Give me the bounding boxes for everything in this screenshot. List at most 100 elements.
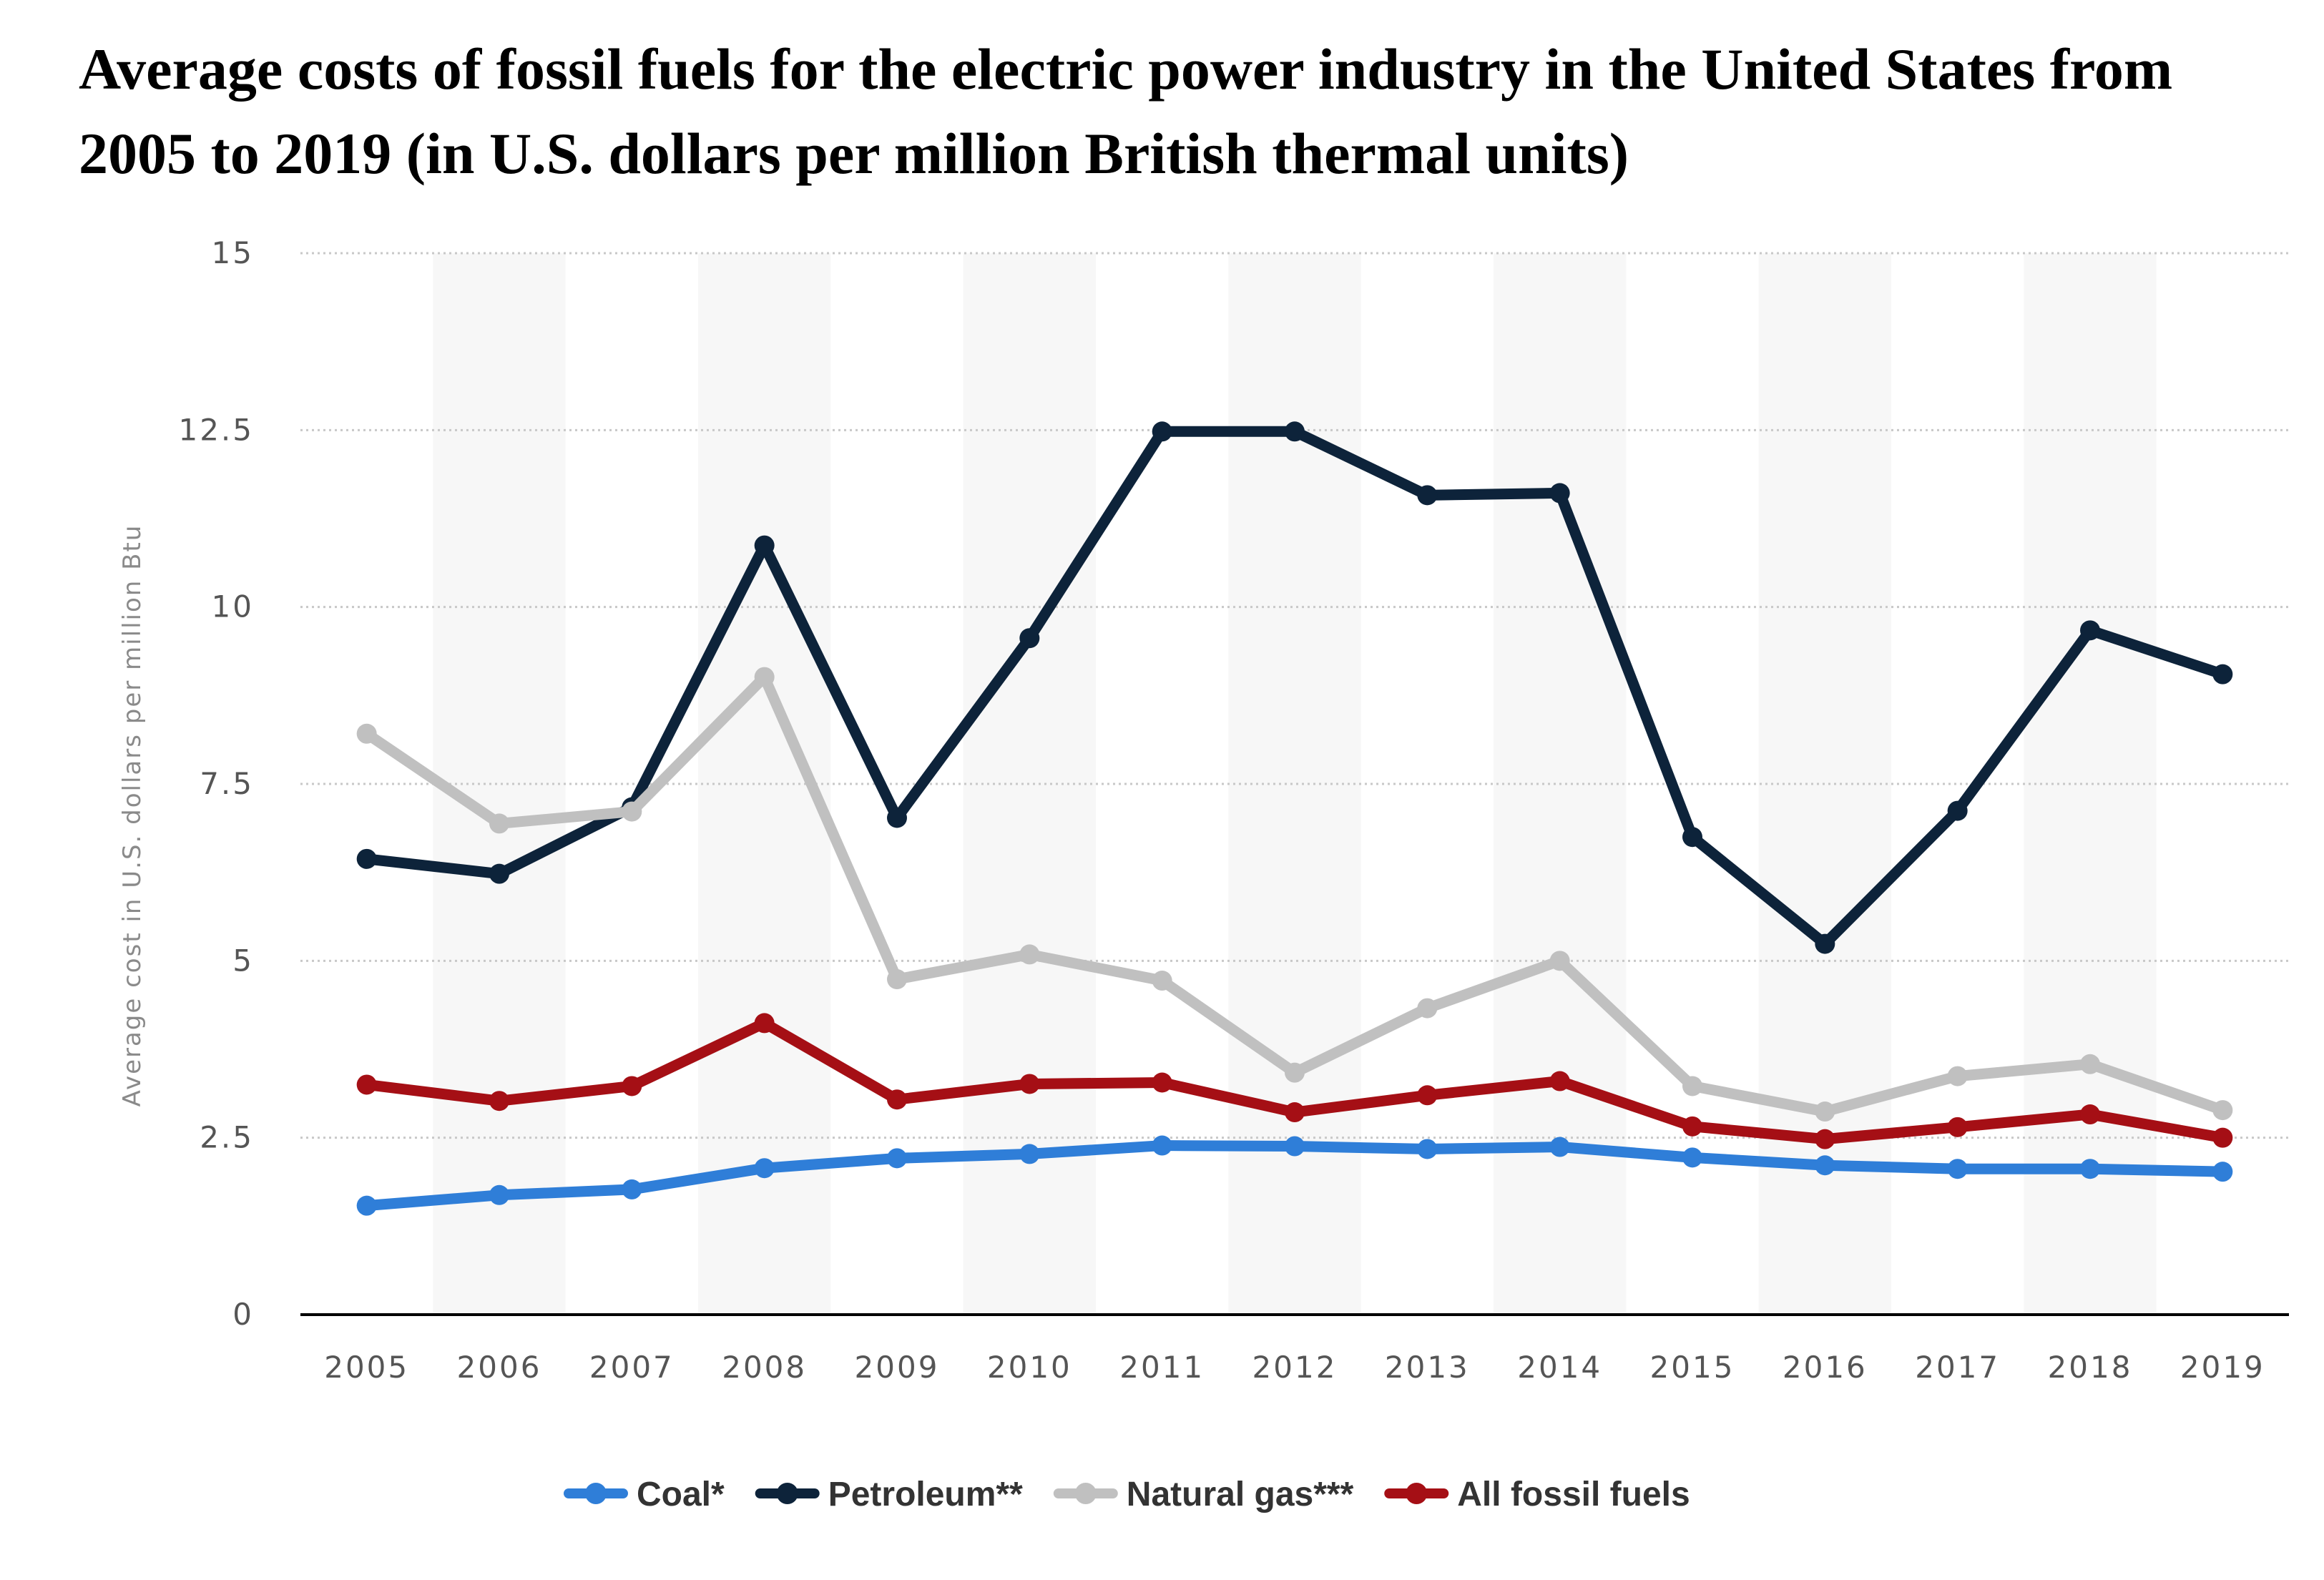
legend-item[interactable]: Petroleum** (755, 1476, 1023, 1513)
data-point[interactable] (1682, 827, 1702, 848)
legend-marker (1406, 1483, 1428, 1504)
column-band (2024, 253, 2157, 1315)
data-point[interactable] (1285, 421, 1305, 442)
data-point[interactable] (2212, 664, 2233, 684)
y-axis-ticks: 0 2.5 5 7.5 10 12.5 15 (178, 235, 254, 1332)
data-point[interactable] (1947, 1066, 1968, 1086)
data-point[interactable] (356, 848, 377, 869)
x-tick-label: 2019 (2180, 1350, 2265, 1385)
data-point[interactable] (356, 1195, 377, 1216)
data-point[interactable] (887, 1148, 907, 1169)
data-point[interactable] (1417, 1085, 1438, 1106)
data-point[interactable] (2080, 1054, 2100, 1074)
x-tick-label: 2011 (1119, 1350, 1205, 1385)
legend-item[interactable]: Coal* (564, 1476, 725, 1513)
legend-item[interactable]: Natural gas*** (1053, 1476, 1354, 1513)
x-tick-label: 2014 (1517, 1350, 1602, 1385)
y-tick-label: 15 (212, 235, 254, 270)
data-point[interactable] (1947, 1159, 1968, 1179)
data-point[interactable] (2212, 1127, 2233, 1148)
y-axis-label: Average cost in U.S. dollars per million… (118, 524, 147, 1107)
data-point[interactable] (1417, 998, 1438, 1019)
data-point[interactable] (887, 1089, 907, 1110)
legend-item[interactable]: All fossil fuels (1384, 1476, 1690, 1513)
data-point[interactable] (1285, 1136, 1305, 1157)
data-point[interactable] (1815, 933, 1835, 954)
data-point[interactable] (754, 667, 775, 687)
data-point[interactable] (1682, 1116, 1702, 1137)
data-point[interactable] (2080, 1104, 2100, 1125)
data-point[interactable] (1549, 1071, 1570, 1091)
legend-label: All fossil fuels (1457, 1476, 1690, 1513)
legend-label: Petroleum** (828, 1476, 1023, 1513)
data-point[interactable] (1417, 1139, 1438, 1159)
data-point[interactable] (2212, 1100, 2233, 1121)
legend: Coal* Petroleum** Natural gas*** All fossil… (564, 1476, 1690, 1513)
data-point[interactable] (489, 813, 509, 834)
data-point[interactable] (622, 1076, 642, 1096)
y-tick-label: 0 (232, 1297, 254, 1332)
series-lines (356, 421, 2233, 1216)
data-point[interactable] (1682, 1147, 1702, 1168)
data-point[interactable] (1152, 1072, 1172, 1093)
x-tick-label: 2017 (1915, 1350, 2000, 1385)
data-point[interactable] (1549, 951, 1570, 971)
data-point[interactable] (754, 1158, 775, 1179)
chart-title: Average costs of fossil fuels for the el… (79, 36, 2173, 186)
data-point[interactable] (622, 801, 642, 822)
x-tick-label: 2012 (1252, 1350, 1338, 1385)
data-point[interactable] (1947, 800, 1968, 821)
x-tick-label: 2005 (324, 1350, 409, 1385)
y-tick-label: 12.5 (178, 412, 254, 447)
data-point[interactable] (1019, 1144, 1040, 1164)
x-tick-label: 2010 (987, 1350, 1072, 1385)
data-point[interactable] (489, 1091, 509, 1112)
data-point[interactable] (356, 723, 377, 744)
data-point[interactable] (2080, 620, 2100, 641)
series-group (356, 667, 2233, 1122)
data-point[interactable] (1815, 1129, 1835, 1149)
data-point[interactable] (1815, 1101, 1835, 1122)
data-point[interactable] (1682, 1076, 1702, 1096)
legend-marker (585, 1483, 607, 1504)
data-point[interactable] (622, 1179, 642, 1199)
data-point[interactable] (489, 863, 509, 884)
data-point[interactable] (2212, 1162, 2233, 1182)
data-point[interactable] (1152, 1135, 1172, 1156)
series-group (356, 1013, 2233, 1149)
data-point[interactable] (356, 1074, 377, 1095)
data-point[interactable] (1019, 628, 1040, 649)
data-point[interactable] (1815, 1155, 1835, 1176)
data-point[interactable] (489, 1184, 509, 1205)
x-tick-label: 2007 (589, 1350, 675, 1385)
data-point[interactable] (1417, 485, 1438, 506)
data-point[interactable] (2080, 1159, 2100, 1179)
data-point[interactable] (1947, 1117, 1968, 1137)
data-point[interactable] (1152, 421, 1172, 442)
y-tick-label: 10 (212, 589, 254, 624)
y-tick-label: 7.5 (200, 766, 254, 801)
data-point[interactable] (1285, 1062, 1305, 1083)
legend-label: Coal* (637, 1476, 725, 1513)
data-point[interactable] (1549, 483, 1570, 504)
column-band (433, 253, 566, 1315)
y-tick-label: 5 (232, 943, 254, 978)
x-tick-label: 2018 (2048, 1350, 2133, 1385)
data-point[interactable] (1152, 971, 1172, 991)
x-tick-label: 2009 (855, 1350, 940, 1385)
data-point[interactable] (754, 535, 775, 556)
data-point[interactable] (754, 1013, 775, 1034)
data-point[interactable] (1019, 944, 1040, 965)
legend-label: Natural gas*** (1127, 1476, 1354, 1513)
data-point[interactable] (1285, 1102, 1305, 1123)
series-group (356, 1135, 2233, 1216)
x-axis-ticks: 2005 2006 2007 2008 2009 2010 2011 2012 2013 2014… (324, 1350, 2265, 1385)
data-point[interactable] (1019, 1074, 1040, 1094)
data-point[interactable] (1549, 1137, 1570, 1157)
data-point[interactable] (887, 808, 907, 828)
data-point[interactable] (887, 969, 907, 990)
x-tick-label: 2016 (1783, 1350, 1868, 1385)
legend-marker (1074, 1483, 1097, 1504)
legend-marker (776, 1483, 798, 1504)
y-tick-label: 2.5 (200, 1120, 254, 1155)
